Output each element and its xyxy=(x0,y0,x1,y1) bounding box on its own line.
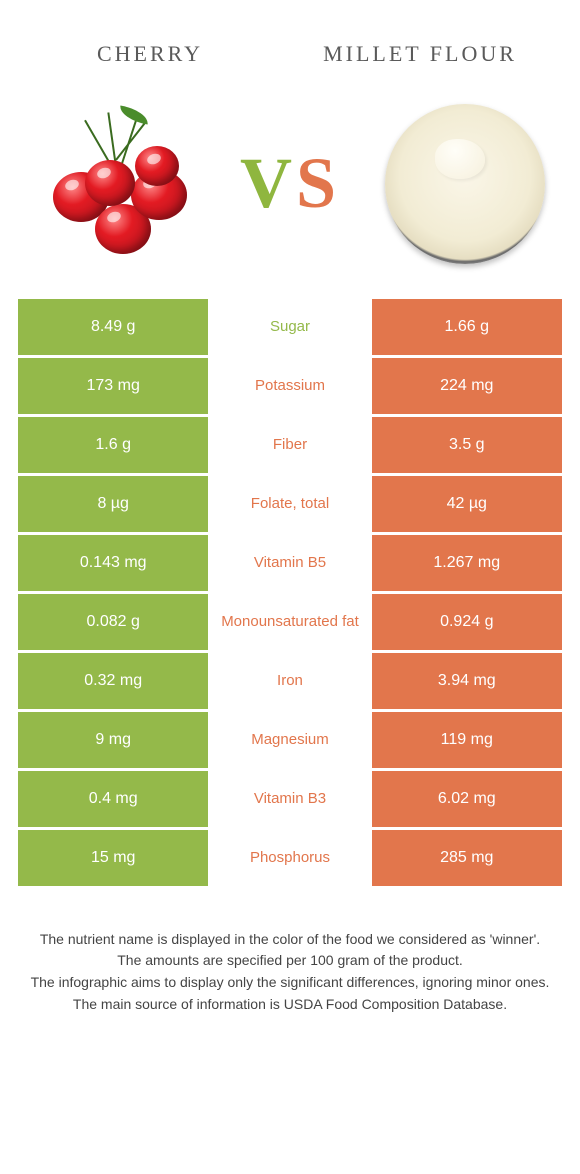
food-title-right: Millet flour xyxy=(320,40,520,69)
nutrient-row: 9 mgMagnesium119 mg xyxy=(18,712,562,768)
nutrient-label: Monounsaturated fat xyxy=(208,594,371,650)
nutrient-value-left: 173 mg xyxy=(18,358,208,414)
nutrient-value-left: 0.32 mg xyxy=(18,653,208,709)
nutrient-label: Vitamin B3 xyxy=(208,771,371,827)
nutrient-value-right: 3.94 mg xyxy=(372,653,562,709)
header: Cherry Millet flour xyxy=(0,0,580,89)
nutrient-row: 8.49 gSugar1.66 g xyxy=(18,299,562,355)
nutrient-label: Iron xyxy=(208,653,371,709)
nutrient-table: 8.49 gSugar1.66 g173 mgPotassium224 mg1.… xyxy=(18,299,562,886)
nutrient-value-right: 1.66 g xyxy=(372,299,562,355)
nutrient-label: Phosphorus xyxy=(208,830,371,886)
nutrient-value-right: 3.5 g xyxy=(372,417,562,473)
nutrient-value-left: 15 mg xyxy=(18,830,208,886)
nutrient-label: Vitamin B5 xyxy=(208,535,371,591)
nutrient-row: 0.32 mgIron3.94 mg xyxy=(18,653,562,709)
footer-line: The main source of information is USDA F… xyxy=(30,994,550,1016)
images-row: VS xyxy=(0,89,580,299)
nutrient-value-left: 0.4 mg xyxy=(18,771,208,827)
nutrient-value-right: 224 mg xyxy=(372,358,562,414)
nutrient-value-right: 42 µg xyxy=(372,476,562,532)
nutrient-value-left: 9 mg xyxy=(18,712,208,768)
nutrient-value-left: 0.082 g xyxy=(18,594,208,650)
millet-flour-image xyxy=(380,99,550,269)
nutrient-label: Folate, total xyxy=(208,476,371,532)
nutrient-value-left: 0.143 mg xyxy=(18,535,208,591)
nutrient-row: 0.143 mgVitamin B51.267 mg xyxy=(18,535,562,591)
nutrient-value-right: 1.267 mg xyxy=(372,535,562,591)
nutrient-value-right: 0.924 g xyxy=(372,594,562,650)
nutrient-label: Magnesium xyxy=(208,712,371,768)
nutrient-row: 0.4 mgVitamin B36.02 mg xyxy=(18,771,562,827)
nutrient-value-left: 8 µg xyxy=(18,476,208,532)
nutrient-row: 8 µgFolate, total42 µg xyxy=(18,476,562,532)
nutrient-value-left: 1.6 g xyxy=(18,417,208,473)
nutrient-label: Potassium xyxy=(208,358,371,414)
nutrient-label: Sugar xyxy=(208,299,371,355)
nutrient-value-right: 6.02 mg xyxy=(372,771,562,827)
nutrient-row: 1.6 gFiber3.5 g xyxy=(18,417,562,473)
nutrient-value-right: 119 mg xyxy=(372,712,562,768)
footer-line: The amounts are specified per 100 gram o… xyxy=(30,950,550,972)
food-title-left: Cherry xyxy=(60,40,240,69)
nutrient-row: 15 mgPhosphorus285 mg xyxy=(18,830,562,886)
nutrient-label: Fiber xyxy=(208,417,371,473)
footer-line: The infographic aims to display only the… xyxy=(30,972,550,994)
nutrient-value-right: 285 mg xyxy=(372,830,562,886)
cherry-image xyxy=(30,99,200,269)
footer-line: The nutrient name is displayed in the co… xyxy=(30,929,550,951)
vs-label: VS xyxy=(240,142,340,225)
nutrient-value-left: 8.49 g xyxy=(18,299,208,355)
nutrient-row: 0.082 gMonounsaturated fat0.924 g xyxy=(18,594,562,650)
nutrient-row: 173 mgPotassium224 mg xyxy=(18,358,562,414)
footer-notes: The nutrient name is displayed in the co… xyxy=(0,889,580,1016)
